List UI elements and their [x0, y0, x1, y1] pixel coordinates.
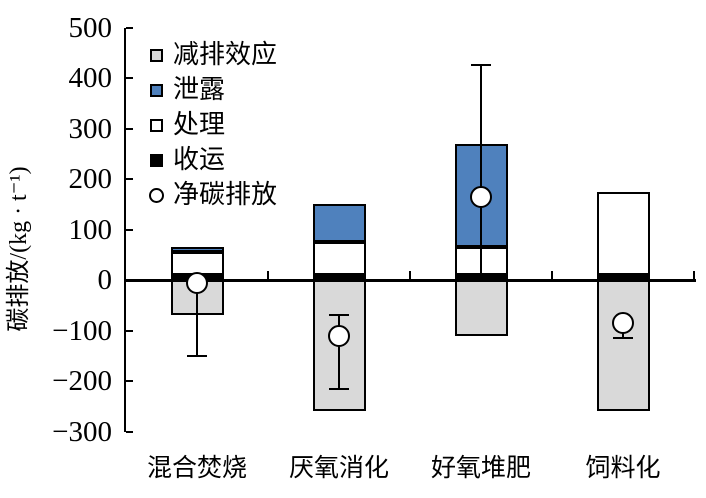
legend-item-label: 减排效应	[173, 40, 278, 69]
y-axis-title: 碳排放/(kg · t⁻¹)	[6, 166, 32, 332]
error-bar-cap	[187, 354, 207, 357]
net-marker	[612, 311, 634, 334]
legend-item-label: 收运	[173, 145, 226, 174]
bar-segment-collection	[596, 274, 650, 280]
y-tick	[126, 380, 133, 382]
category-label: 混合焚烧	[146, 455, 247, 482]
legend-item-label: 泄露	[173, 75, 226, 104]
y-tick	[126, 329, 133, 332]
legend-marker-square	[150, 49, 163, 62]
error-bar-line	[196, 282, 198, 356]
legend-item-label: 净碳排放	[173, 180, 278, 209]
y-tick-label: −200	[52, 365, 112, 397]
legend-marker-circle	[149, 188, 164, 203]
zero-axis-line	[124, 279, 696, 282]
x-tick	[409, 271, 411, 279]
legend-marker-square	[150, 119, 163, 132]
y-tick-label: 500	[68, 11, 113, 44]
net-marker	[186, 271, 208, 294]
error-bar-line	[480, 65, 482, 275]
category-label: 饲料化	[585, 455, 661, 482]
bar-segment-reduction	[596, 280, 650, 412]
bar-segment-collection	[312, 274, 366, 280]
error-bar-line	[338, 315, 340, 389]
x-tick	[551, 271, 553, 279]
legend-marker-square	[150, 154, 163, 167]
y-tick-label: 400	[68, 62, 113, 94]
y-tick-label: 0	[97, 264, 113, 296]
y-tick-label: −100	[52, 314, 112, 347]
y-tick	[126, 77, 133, 79]
x-tick	[693, 271, 695, 279]
bar-segment-leakage	[170, 247, 224, 253]
bar-segment-leakage	[312, 204, 366, 243]
y-tick	[126, 430, 133, 433]
net-marker	[328, 324, 350, 347]
y-tick-label: −300	[52, 415, 112, 448]
y-tick	[126, 127, 133, 130]
y-tick	[126, 26, 133, 29]
y-axis-spine	[124, 27, 126, 432]
bar-segment-reduction	[454, 280, 508, 336]
net-marker	[470, 185, 492, 208]
bar-segment-treatment	[596, 191, 650, 275]
y-tick	[126, 178, 133, 180]
bar-segment-treatment	[312, 242, 366, 275]
y-tick-label: 200	[68, 163, 113, 195]
legend-item-label: 处理	[173, 110, 226, 139]
error-bar-cap	[329, 387, 349, 390]
y-tick-label: 300	[68, 112, 113, 145]
bar-segment-collection	[454, 274, 508, 280]
error-bar-cap	[329, 314, 349, 317]
category-label: 好氧堆肥	[430, 455, 531, 482]
error-bar-cap	[613, 337, 633, 340]
y-tick-label: 100	[68, 213, 113, 246]
x-tick	[267, 271, 269, 279]
category-label: 厌氧消化	[288, 455, 389, 482]
error-bar-cap	[471, 64, 491, 67]
y-tick	[126, 228, 133, 231]
legend-marker-square	[150, 84, 163, 97]
